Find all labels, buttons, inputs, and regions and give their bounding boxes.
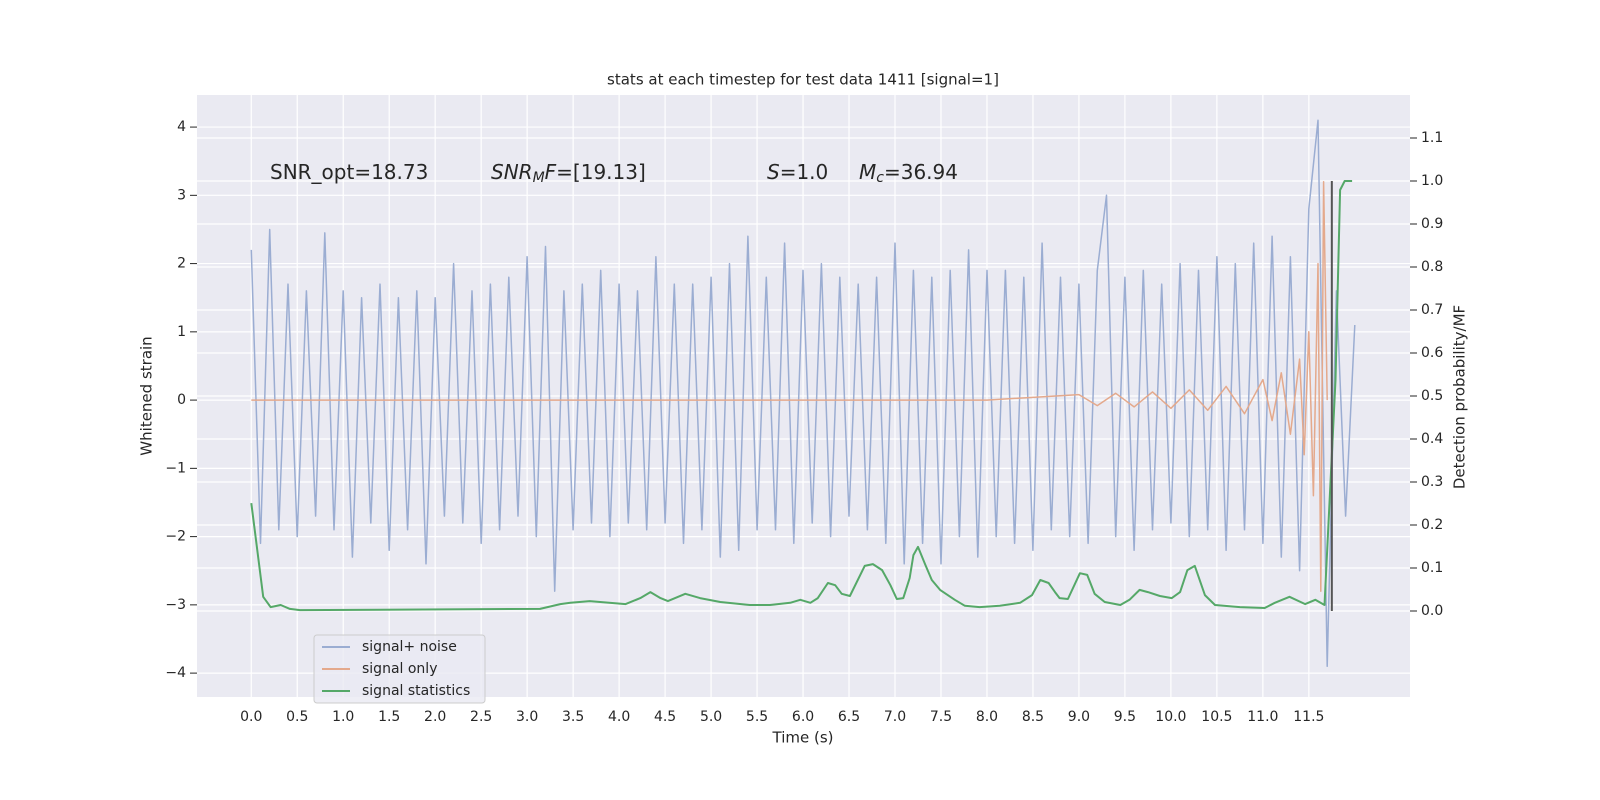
y2-tick-label: 0.8 <box>1421 259 1443 275</box>
x-tick-label: 6.0 <box>792 709 814 725</box>
x-tick-label: 10.5 <box>1201 709 1232 725</box>
x-tick-label: 4.0 <box>608 709 630 725</box>
x-tick-label: 11.0 <box>1247 709 1278 725</box>
legend-label: signal+ noise <box>362 639 457 655</box>
y-tick-label: −1 <box>165 460 186 476</box>
annotation-part: c <box>876 170 884 186</box>
annotation: S=1.0 <box>767 160 828 184</box>
x-tick-label: 5.5 <box>746 709 768 725</box>
x-tick-label: 8.0 <box>976 709 998 725</box>
x-tick-label: 7.0 <box>884 709 906 725</box>
annotation: SNR_opt=18.73 <box>270 160 428 184</box>
y-tick-label: 1 <box>177 324 186 340</box>
y-tick-label: −4 <box>165 665 186 681</box>
y-tick-label: 4 <box>177 119 186 135</box>
y2-tick-label: 0.1 <box>1421 560 1443 576</box>
x-tick-label: 7.5 <box>930 709 952 725</box>
annotation-part: M <box>533 170 545 186</box>
annotation-part: =[19.13] <box>556 160 646 184</box>
legend-box <box>313 634 486 704</box>
y-tick-label: 3 <box>177 187 186 203</box>
y2-tick-label: 0.9 <box>1421 216 1443 232</box>
x-tick-label: 3.0 <box>516 709 538 725</box>
x-tick-label: 1.5 <box>378 709 400 725</box>
annotation-part: SNR_opt=18.73 <box>270 160 428 184</box>
x-tick-label: 10.0 <box>1155 709 1186 725</box>
annotation: SNRMF=[19.13] <box>491 160 646 187</box>
series-line <box>251 180 1328 592</box>
y2-tick-label: 0.7 <box>1421 302 1443 318</box>
legend-label: signal statistics <box>362 683 470 699</box>
y2-tick-label: 0.5 <box>1421 388 1443 404</box>
y2-tick-label: 1.1 <box>1421 130 1443 146</box>
x-tick-label: 1.0 <box>332 709 354 725</box>
y2-tick-label: 0.0 <box>1421 603 1443 619</box>
y-tick-label: 2 <box>177 256 186 272</box>
series-line <box>250 180 1353 612</box>
y2-tick-label: 1.0 <box>1421 173 1443 189</box>
y-tick-label: −2 <box>165 529 186 545</box>
annotation: Mc=36.94 <box>859 160 958 187</box>
x-tick-label: 4.5 <box>654 709 676 725</box>
y2-tick-label: 0.2 <box>1421 517 1443 533</box>
y-tick-label: 0 <box>177 392 186 408</box>
annotation-part: SNR <box>491 160 533 184</box>
series-line <box>250 119 1356 668</box>
x-tick-label: 2.0 <box>424 709 446 725</box>
x-tick-label: 3.5 <box>562 709 584 725</box>
x-tick-label: 11.5 <box>1293 709 1324 725</box>
annotation-part: S <box>767 160 780 184</box>
annotation-part: =36.94 <box>884 160 958 184</box>
x-axis-label: Time (s) <box>772 729 834 747</box>
x-tick-label: 9.0 <box>1068 709 1090 725</box>
x-tick-label: 9.5 <box>1114 709 1136 725</box>
y-axis-label: Whitened strain <box>138 336 156 455</box>
chart-title: stats at each timestep for test data 141… <box>607 71 999 89</box>
x-tick-label: 8.5 <box>1022 709 1044 725</box>
legend-label: signal only <box>362 661 437 677</box>
y2-tick-label: 0.6 <box>1421 345 1443 361</box>
y2-axis-label: Detection probability/MF <box>1451 305 1469 489</box>
y-tick-label: −3 <box>165 597 186 613</box>
x-tick-label: 2.5 <box>470 709 492 725</box>
x-tick-label: 0.0 <box>240 709 262 725</box>
annotation-part: M <box>859 160 876 184</box>
annotation-part: F <box>545 160 557 184</box>
x-tick-label: 6.5 <box>838 709 860 725</box>
y2-tick-label: 0.4 <box>1421 431 1443 447</box>
x-tick-label: 5.0 <box>700 709 722 725</box>
y2-tick-label: 0.3 <box>1421 474 1443 490</box>
annotation-part: =1.0 <box>780 160 829 184</box>
x-tick-label: 0.5 <box>286 709 308 725</box>
